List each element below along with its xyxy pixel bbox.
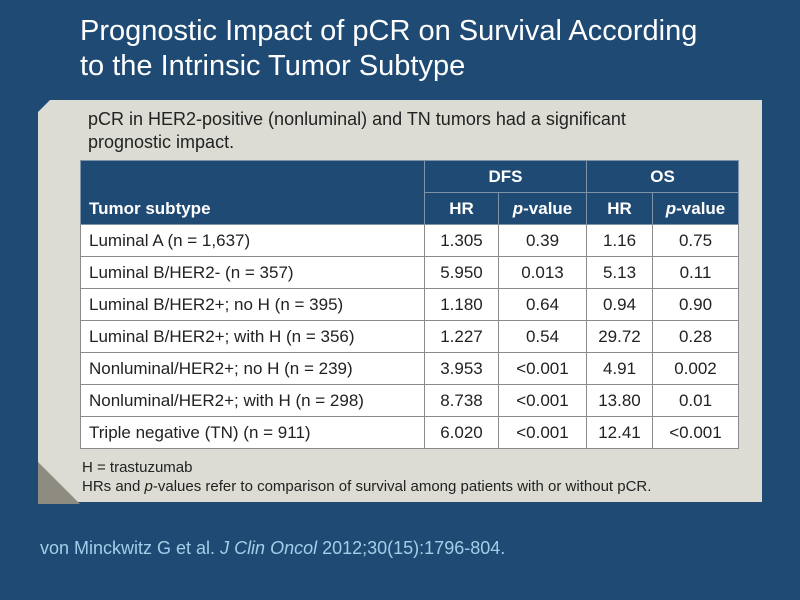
cell-os-p: 0.75 [652, 224, 739, 257]
title-line-1: Prognostic Impact of pCR on Survival Acc… [80, 15, 698, 47]
content-panel: pCR in HER2-positive (nonluminal) and TN… [38, 100, 762, 502]
title-line-2: to the Intrinsic Tumor Subtype [80, 50, 466, 82]
table-row: Triple negative (TN) (n = 911) 6.020 <0.… [80, 416, 739, 449]
cell-dfs-p: <0.001 [498, 416, 587, 449]
table-row: Luminal B/HER2+; no H (n = 395) 1.180 0.… [80, 288, 739, 321]
cell-os-hr: 5.13 [586, 256, 653, 289]
footnote-abbreviation: H = trastuzumab [82, 459, 193, 476]
intro-line-2: prognostic impact. [88, 132, 235, 152]
cell-os-p: 0.90 [652, 288, 739, 321]
cell-dfs-p: 0.54 [498, 320, 587, 353]
cell-dfs-p: 0.013 [498, 256, 587, 289]
citation: von Minckwitz G et al. J Clin Oncol 2012… [40, 538, 505, 559]
cell-os-p: 0.28 [652, 320, 739, 353]
cell-os-hr: 12.41 [586, 416, 653, 449]
cell-os-hr: 29.72 [586, 320, 653, 353]
prognostic-table: Tumor subtype DFS OS HR p-value HR p-val… [80, 160, 739, 449]
header-os-pvalue: p-value [652, 192, 739, 225]
header-os: OS [586, 160, 739, 193]
intro-text: pCR in HER2-positive (nonluminal) and TN… [88, 108, 748, 154]
cell-dfs-hr: 5.950 [424, 256, 499, 289]
header-dfs: DFS [424, 160, 587, 193]
footnotes: H = trastuzumab HRs and p-values refer t… [82, 458, 762, 496]
cell-os-p: 0.01 [652, 384, 739, 417]
table-row: Luminal B/HER2+; with H (n = 356) 1.227 … [80, 320, 739, 353]
cell-os-p: 0.11 [652, 256, 739, 289]
cell-dfs-p: 0.39 [498, 224, 587, 257]
citation-details: 2012;30(15):1796-804. [317, 538, 506, 558]
cell-subtype: Nonluminal/HER2+; no H (n = 239) [80, 352, 425, 385]
cell-dfs-p: <0.001 [498, 352, 587, 385]
cell-subtype: Luminal B/HER2+; with H (n = 356) [80, 320, 425, 353]
cell-dfs-hr: 1.305 [424, 224, 499, 257]
cell-subtype: Nonluminal/HER2+; with H (n = 298) [80, 384, 425, 417]
intro-line-1: pCR in HER2-positive (nonluminal) and TN… [88, 109, 626, 129]
cell-dfs-hr: 3.953 [424, 352, 499, 385]
citation-journal: J Clin Oncol [220, 538, 318, 558]
cell-dfs-hr: 1.227 [424, 320, 499, 353]
cell-dfs-hr: 1.180 [424, 288, 499, 321]
header-tumor-subtype: Tumor subtype [80, 160, 425, 225]
column-header-row: HR p-value HR p-value [81, 192, 739, 225]
header-dfs-pvalue: p-value [498, 192, 587, 225]
header-dfs-hr: HR [424, 192, 499, 225]
cell-dfs-hr: 8.738 [424, 384, 499, 417]
slide-title: Prognostic Impact of pCR on Survival Acc… [80, 14, 780, 84]
cell-dfs-hr: 6.020 [424, 416, 499, 449]
cell-os-hr: 4.91 [586, 352, 653, 385]
cell-os-p: <0.001 [652, 416, 739, 449]
cell-subtype: Luminal B/HER2- (n = 357) [80, 256, 425, 289]
cell-dfs-p: 0.64 [498, 288, 587, 321]
cell-os-hr: 1.16 [586, 224, 653, 257]
cell-dfs-p: <0.001 [498, 384, 587, 417]
table-row: Luminal A (n = 1,637) 1.305 0.39 1.16 0.… [80, 224, 739, 257]
cell-os-p: 0.002 [652, 352, 739, 385]
header-os-hr: HR [586, 192, 653, 225]
cell-os-hr: 0.94 [586, 288, 653, 321]
cell-os-hr: 13.80 [586, 384, 653, 417]
table-row: Luminal B/HER2- (n = 357) 5.950 0.013 5.… [80, 256, 739, 289]
table-row: Nonluminal/HER2+; no H (n = 239) 3.953 <… [80, 352, 739, 385]
cell-subtype: Luminal A (n = 1,637) [80, 224, 425, 257]
citation-authors: von Minckwitz G et al. [40, 538, 221, 558]
cell-subtype: Triple negative (TN) (n = 911) [80, 416, 425, 449]
group-header-row: Tumor subtype DFS OS [80, 160, 739, 225]
footnote-explanation: HRs and p-values refer to comparison of … [82, 478, 652, 495]
table-row: Nonluminal/HER2+; with H (n = 298) 8.738… [80, 384, 739, 417]
cell-subtype: Luminal B/HER2+; no H (n = 395) [80, 288, 425, 321]
